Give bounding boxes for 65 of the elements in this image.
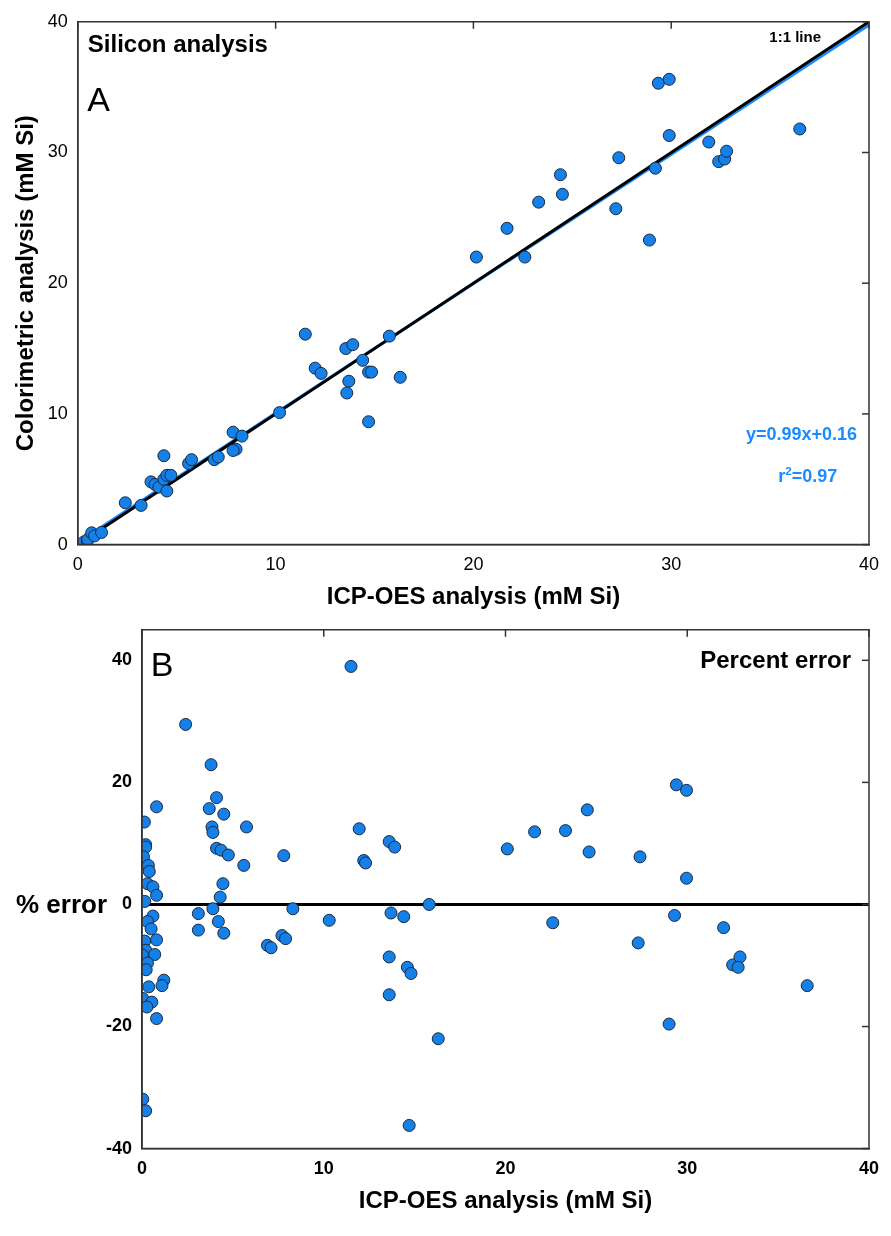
point: [642, 233, 656, 247]
point: [356, 353, 370, 367]
x-tick-label: 20: [495, 1158, 516, 1179]
point: [609, 202, 623, 216]
annotation: B: [150, 645, 174, 684]
x-tick-label: 20: [463, 554, 484, 575]
y-axis-title: % error: [16, 889, 108, 920]
point: [346, 338, 360, 352]
point: [553, 168, 567, 182]
point: [362, 415, 376, 429]
point: [651, 76, 665, 90]
annotation: A: [87, 79, 111, 118]
y-tick-label: 20: [47, 272, 68, 293]
point: [555, 187, 569, 201]
point: [134, 498, 148, 512]
point: [662, 72, 676, 86]
point: [118, 496, 132, 510]
y-tick-label: 10: [47, 402, 68, 423]
point: [702, 135, 716, 149]
x-tick-label: 10: [265, 554, 286, 575]
y-tick-label: 30: [47, 141, 68, 162]
y-tick-label: 40: [47, 10, 68, 31]
point: [95, 525, 109, 539]
point: [500, 221, 514, 235]
x-tick-label: 30: [677, 1158, 698, 1179]
x-tick-label: 30: [661, 554, 682, 575]
point: [160, 484, 174, 498]
x-axis-title: ICP-OES analysis (mM Si): [358, 1186, 653, 1214]
annotation: y=0.99x+0.16: [746, 424, 858, 445]
text: Percent error: [700, 645, 852, 673]
point: [157, 449, 171, 463]
x-tick-label: 40: [858, 554, 880, 575]
x-tick-label: 10: [313, 1158, 334, 1179]
y-tick-label: -40: [106, 1137, 133, 1158]
point: [662, 129, 676, 143]
point: [518, 250, 532, 264]
y-tick-label: 20: [111, 771, 133, 792]
point: [211, 450, 225, 464]
chart-title: Silicon analysis: [87, 29, 268, 57]
point: [185, 453, 199, 467]
point: [532, 195, 546, 209]
y-tick-label: 0: [122, 893, 133, 914]
x-tick-label: 0: [72, 554, 83, 575]
point: [469, 250, 483, 264]
y-tick-label: 0: [57, 533, 68, 554]
series-label: 1:1 line: [769, 27, 821, 45]
point: [382, 329, 396, 343]
x-tick-label: 40: [858, 1158, 880, 1179]
point: [720, 144, 734, 158]
x-axis-title: ICP-OES analysis (mM Si): [326, 582, 621, 610]
point: [793, 122, 807, 136]
point: [340, 386, 354, 400]
point: [393, 370, 407, 384]
point: [235, 429, 249, 443]
point: [164, 468, 178, 482]
point: [314, 366, 328, 380]
point: [612, 151, 626, 165]
y-tick-label: 40: [111, 649, 133, 670]
point: [298, 327, 312, 341]
point: [648, 161, 662, 175]
y-tick-label: -20: [106, 1015, 133, 1036]
point: [342, 374, 356, 388]
point: [273, 406, 287, 420]
x-tick-label: 0: [137, 1158, 148, 1179]
y-axis-title: Colorimetric analysis (mM Si): [11, 115, 39, 452]
